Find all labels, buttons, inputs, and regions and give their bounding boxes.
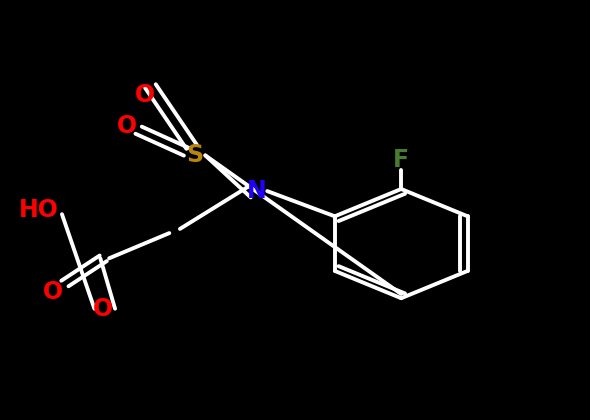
Text: N: N bbox=[247, 179, 267, 203]
Text: HO: HO bbox=[18, 198, 58, 222]
Text: O: O bbox=[135, 82, 155, 107]
Text: O: O bbox=[117, 114, 137, 138]
Text: F: F bbox=[393, 147, 409, 172]
Text: S: S bbox=[186, 143, 204, 168]
Text: O: O bbox=[43, 280, 63, 304]
Text: O: O bbox=[93, 297, 113, 321]
